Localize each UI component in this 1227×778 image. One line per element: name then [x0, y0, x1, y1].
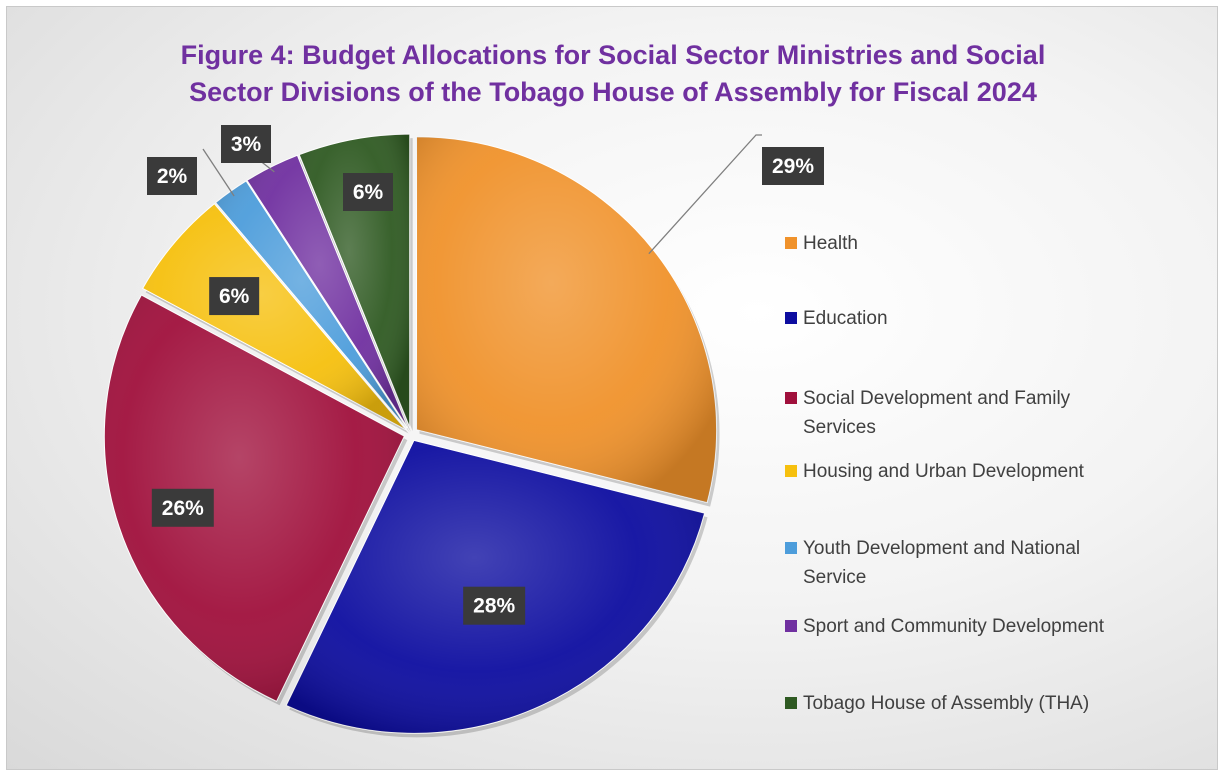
- chart-frame: Figure 4: Budget Allocations for Social …: [6, 6, 1218, 770]
- data-label-box: [463, 586, 526, 625]
- legend-swatch: [785, 312, 797, 324]
- data-label: 6%: [219, 285, 250, 308]
- legend-swatch: [785, 392, 797, 404]
- chart-title-line-1: Figure 4: Budget Allocations for Social …: [180, 40, 1046, 70]
- legend-swatch: [785, 237, 797, 249]
- data-label-box: [221, 125, 271, 163]
- leader-line: [648, 134, 762, 255]
- slice-shading: [215, 180, 407, 429]
- legend-label: Health: [803, 233, 858, 254]
- legend-label: Services: [803, 417, 876, 438]
- slice-shading: [142, 203, 406, 430]
- legend-item: Youth Development and National Service: [785, 534, 1185, 592]
- legend-swatch: [785, 620, 797, 632]
- legend-swatch: [785, 697, 797, 709]
- data-label: 28%: [473, 595, 515, 618]
- data-label-box: [151, 488, 214, 527]
- legend-label: Social Development and Family: [803, 388, 1071, 409]
- legend-label: Education: [803, 308, 888, 329]
- pie-chart: 29% 28% 26% 6% 2% 3% 6%: [103, 125, 824, 738]
- data-label-box: [147, 157, 197, 195]
- slice-shading: [104, 295, 405, 702]
- data-label: 2%: [157, 165, 188, 188]
- leader-line: [202, 148, 235, 197]
- legend-item: Sport and Community Development: [785, 612, 1185, 641]
- legend-label: Service: [803, 567, 867, 588]
- slice-shading: [247, 155, 408, 428]
- data-label-box: [343, 173, 393, 211]
- legend-label: Tobago House of Assembly (THA): [803, 693, 1090, 714]
- data-label: 29%: [772, 155, 814, 178]
- legend-swatch: [785, 542, 797, 554]
- data-label-box: [209, 277, 260, 316]
- data-label-box: [762, 147, 824, 185]
- legend-item: Health: [785, 229, 1185, 258]
- legend-label: Housing and Urban Development: [803, 461, 1084, 482]
- chart-title: Figure 4: Budget Allocations for Social …: [7, 37, 1219, 111]
- legend-swatch: [785, 465, 797, 477]
- data-label: 26%: [162, 497, 204, 520]
- legend-item: Education: [785, 304, 1185, 333]
- legend-item: Social Development and Family Services: [785, 384, 1185, 442]
- slice-shading: [416, 136, 717, 503]
- legend-item: Housing and Urban Development: [785, 457, 1185, 486]
- data-label: 3%: [231, 133, 262, 156]
- legend-item: Tobago House of Assembly (THA): [785, 689, 1185, 718]
- legend-label: Sport and Community Development: [803, 616, 1104, 637]
- legend-label: Youth Development and National: [803, 538, 1081, 559]
- chart-title-line-2: Sector Divisions of the Tobago House of …: [189, 77, 1037, 107]
- data-label: 6%: [353, 181, 384, 204]
